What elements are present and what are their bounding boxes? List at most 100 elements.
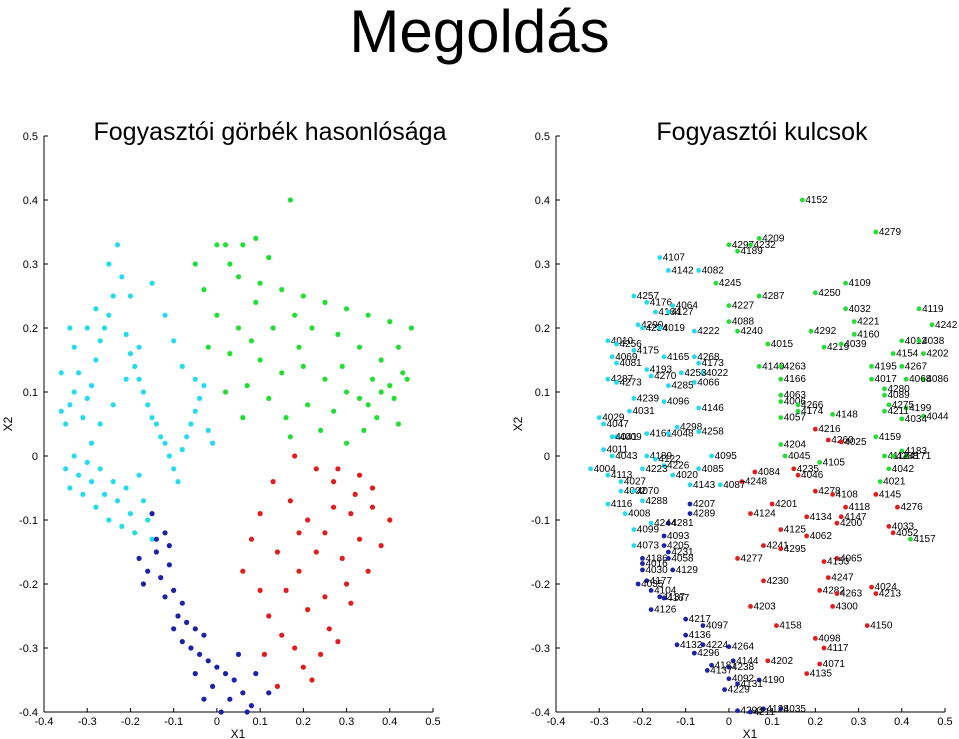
data-point-green [756,364,762,369]
x-tick-label: 0.5 [937,716,952,728]
data-point-blue [240,690,246,696]
data-point-green [305,402,311,408]
data-point-blue [222,671,229,677]
data-point-green [395,344,402,350]
point-label: 4222 [697,326,720,337]
data-point-red [318,651,324,658]
point-label: 4295 [784,544,807,555]
point-label: 4213 [879,589,902,600]
data-point-cyan [132,530,138,536]
point-label: 4202 [771,656,794,667]
data-point-green [830,412,836,417]
point-label: 4029 [602,413,625,424]
data-point-red [313,549,319,555]
data-point-red [761,578,766,584]
data-point-cyan [614,341,619,347]
data-point-blue [136,555,142,562]
data-point-cyan [674,424,680,430]
y-tick-label: 0.3 [23,259,38,271]
data-point-blue [166,543,172,549]
data-point-red [748,511,753,516]
point-label: 4160 [857,329,880,340]
data-point-cyan [71,389,77,395]
point-label: 4098 [818,633,841,644]
data-point-cyan [614,434,619,440]
point-label: 4044 [926,411,949,422]
point-label: 4171 [909,451,932,462]
point-label: 4099 [637,525,660,536]
data-point-red [774,623,779,628]
point-label: 4248 [745,477,768,488]
data-point-red [330,479,337,485]
data-point-green [782,453,788,459]
data-point-blue [253,671,259,677]
data-point-green [248,338,255,344]
point-label: 4126 [654,605,677,616]
data-point-green [235,325,242,331]
point-label: 4161 [650,429,673,440]
data-point-green [929,322,935,328]
x-axis-label: X1 [231,727,246,739]
data-point-blue [700,642,706,648]
data-point-green [222,242,229,248]
data-point-blue [192,626,198,632]
point-label: 4089 [887,390,910,401]
data-point-cyan [661,399,667,404]
data-point-green [778,415,784,420]
data-point-red [834,591,840,596]
data-point-cyan [136,344,142,350]
data-point-green [287,434,293,440]
data-point-green [361,427,367,433]
data-point-cyan [691,354,697,360]
data-point-cyan [75,370,82,376]
data-point-green [882,453,887,459]
data-point-red [825,437,831,443]
x-tick-label: 0 [214,716,220,728]
data-point-blue [179,600,185,606]
point-label: 4245 [719,278,742,289]
x-tick-label: -0.2 [121,716,140,728]
point-label: 4238 [732,662,755,673]
data-point-blue [201,632,207,638]
point-label: 4221 [857,317,880,328]
data-point-blue [227,696,233,702]
x-tick-label: -0.3 [78,716,97,728]
data-point-cyan [670,303,676,308]
data-point-cyan [653,456,658,462]
data-point-blue [179,639,185,645]
data-point-green [404,376,410,382]
data-point-red [752,469,758,475]
data-point-cyan [110,293,116,299]
point-label: 4017 [875,374,898,385]
data-point-green [240,242,246,248]
data-point-red [287,498,293,504]
point-label: 4025 [844,437,867,448]
data-point-red [300,664,306,670]
data-point-cyan [640,466,645,472]
data-point-cyan [687,482,693,488]
point-label: 4009 [620,432,643,443]
data-point-cyan [205,427,211,433]
data-point-red [791,466,797,472]
point-label: 4148 [836,409,859,420]
data-point-green [843,306,848,312]
data-point-green [812,290,818,296]
point-label: 4239 [637,393,660,404]
data-point-cyan [197,395,203,401]
data-point-cyan [175,479,181,485]
point-label: 4263 [784,361,807,372]
point-label: 4128 [766,704,789,715]
data-point-red [330,504,337,510]
data-point-blue [665,549,671,555]
data-point-blue [644,578,650,584]
data-point-blue [145,568,151,574]
data-point-cyan [158,434,164,440]
point-label: 4253 [684,368,707,379]
data-point-blue [674,642,680,648]
data-point-cyan [97,466,103,472]
data-point-cyan [665,383,671,388]
data-point-green [387,383,393,389]
data-point-red [369,485,376,491]
data-point-cyan [145,402,151,408]
data-point-blue [726,664,732,670]
